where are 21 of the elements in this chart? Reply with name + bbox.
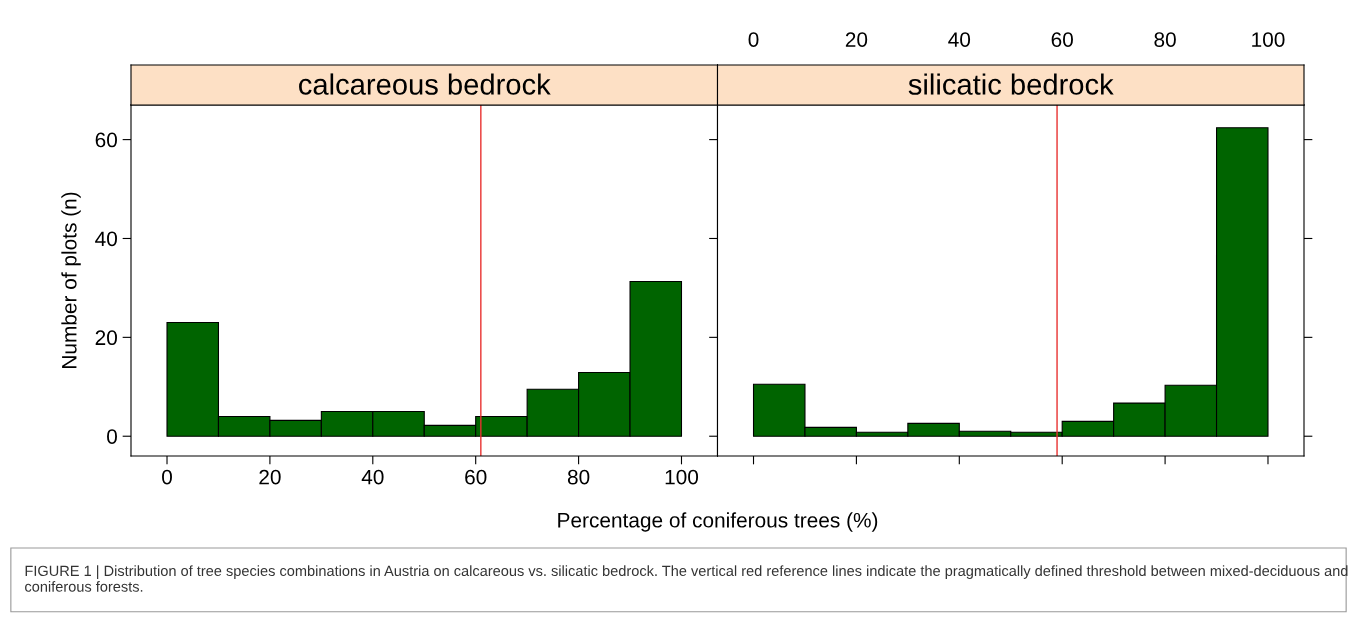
chart-title: calcareous bedrock (299, 73, 551, 95)
x-tick-label: 0 (162, 469, 172, 485)
x-axis-title: Percentage of coniferous trees (%) (558, 512, 878, 532)
y-tick-label: 40 (95, 231, 117, 247)
y-tick-label: 20 (95, 330, 117, 346)
x-tick-label: 60 (465, 469, 487, 485)
y-axis-title: Number of plots (n) (61, 192, 81, 368)
x-tick-label: 100 (1252, 32, 1285, 47)
y-tick-label: 0 (107, 429, 117, 444)
x-tick-label: 40 (361, 469, 384, 485)
x-tick-label: 80 (567, 469, 590, 485)
x-tick-label: 80 (1154, 32, 1176, 47)
chart-title: silicatic bedrock (908, 73, 1114, 95)
x-tick-label: 20 (845, 32, 868, 47)
x-tick-label: 100 (665, 469, 699, 485)
caption: FIGURE 1 | Distribution of tree species combinations in Austria on calcareous vs. silicatic bedrock. The vertical red reference lines indicate the pragmatically defined threshold between mixed-deciduous and coniferous forests. (25, 565, 1348, 592)
x-tick-label: 20 (259, 469, 281, 485)
x-tick-label: 0 (748, 32, 759, 47)
x-tick-label: 40 (948, 32, 971, 47)
x-tick-label: 60 (1051, 32, 1073, 47)
y-tick-label: 60 (95, 132, 117, 148)
